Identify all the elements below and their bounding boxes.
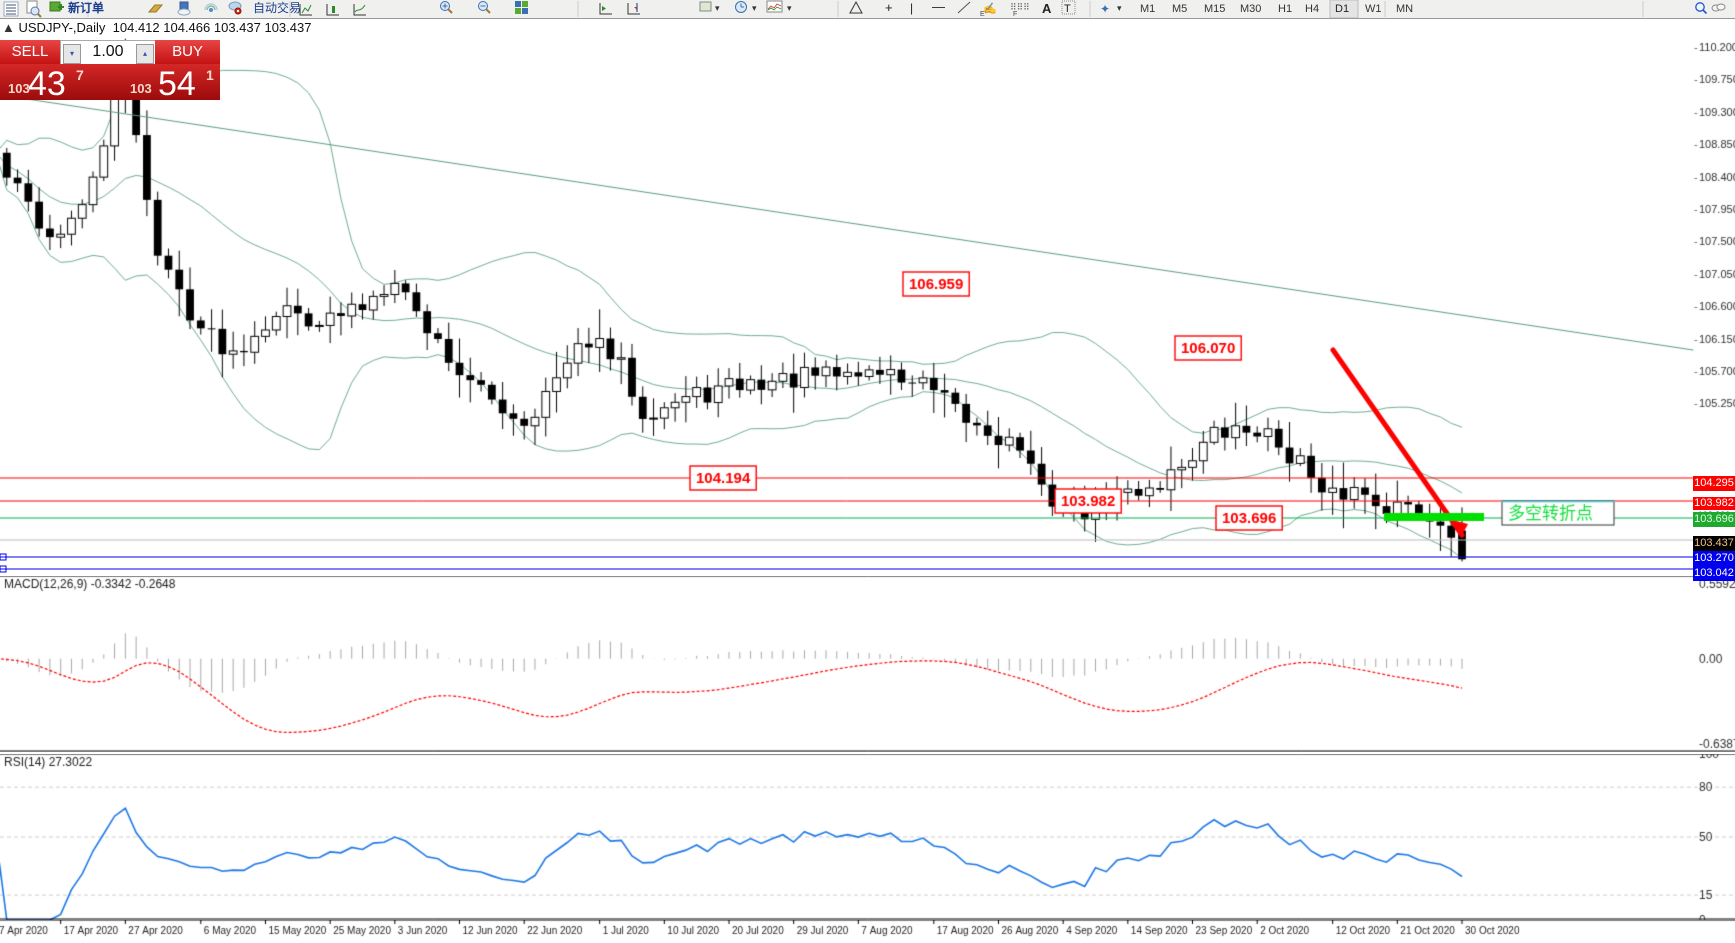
- svg-text:D1: D1: [1335, 3, 1349, 15]
- svg-text:▾: ▾: [752, 3, 757, 13]
- svg-text:T: T: [1064, 3, 1071, 15]
- svg-text:✍: ✍: [983, 2, 997, 15]
- svg-text:▾: ▾: [715, 3, 720, 13]
- svg-text:新订单: 新订单: [68, 0, 104, 15]
- svg-text:A: A: [1042, 1, 1052, 16]
- svg-text:W1: W1: [1365, 3, 1382, 15]
- svg-text:M30: M30: [1240, 3, 1261, 15]
- svg-text:MN: MN: [1396, 3, 1413, 15]
- svg-text:|: |: [910, 1, 913, 15]
- svg-text:+: +: [885, 0, 893, 15]
- svg-text:F: F: [1013, 11, 1017, 18]
- svg-text:M15: M15: [1204, 3, 1225, 15]
- svg-text:M1: M1: [1140, 3, 1155, 15]
- svg-text:H1: H1: [1278, 3, 1292, 15]
- svg-text:M5: M5: [1172, 3, 1187, 15]
- svg-text:▾: ▾: [787, 3, 792, 13]
- svg-text:E: E: [980, 11, 985, 18]
- svg-text:✦: ✦: [1100, 2, 1110, 16]
- svg-text:—: —: [932, 0, 945, 14]
- svg-text:H4: H4: [1305, 3, 1319, 15]
- svg-text:自动交易: 自动交易: [253, 0, 301, 15]
- svg-text:▾: ▾: [1117, 3, 1122, 13]
